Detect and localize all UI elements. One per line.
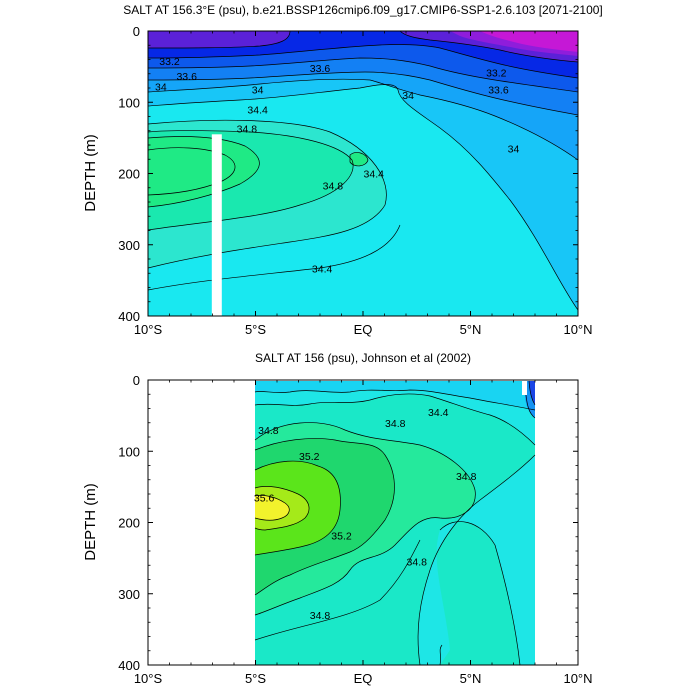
contour-label: 34.8 (237, 124, 258, 136)
panel-2-fills (254, 380, 536, 665)
y-tick-label: 300 (118, 238, 140, 253)
contour-label: 34.8 (407, 557, 428, 569)
fill-level-34.6-east (418, 381, 535, 665)
fill-level-35.8 (255, 495, 290, 521)
contour-label: 34 (252, 84, 264, 96)
fill-level-34.8 (148, 136, 260, 207)
panel-2-contour-lines (254, 380, 536, 665)
x-tick-label: EQ (354, 322, 373, 337)
contour-label: 33.6 (176, 71, 197, 83)
y-tick-label: 0 (133, 24, 140, 39)
y-tick-label: 100 (118, 95, 140, 110)
panel-2-y-axis-label: DEPTH (m) (82, 483, 99, 561)
panel-1-fills (148, 31, 578, 316)
panel-1-y-axis-label: DEPTH (m) (82, 134, 99, 212)
fill-level-32.6 (480, 31, 578, 52)
x-tick-label: 10°N (563, 671, 592, 686)
contour-label: 34 (402, 90, 414, 102)
missing-data-bar (211, 134, 222, 316)
x-tick-label: 5°S (245, 671, 266, 686)
x-tick-label: 5°N (460, 671, 482, 686)
contour-label: 34.8 (385, 418, 406, 430)
contour-label: 34.8 (323, 181, 344, 193)
x-tick-label: 10°N (563, 322, 592, 337)
contour-label: 33.6 (310, 63, 331, 75)
panel-2-title: SALT AT 156 (psu), Johnson et al (2002) (255, 351, 471, 365)
y-tick-label: 100 (118, 444, 140, 459)
contour-label: 34.8 (258, 425, 279, 437)
contour-label: 34.4 (428, 407, 449, 419)
fill-level-33-west (148, 31, 290, 48)
contour-label: 35.6 (254, 493, 275, 505)
contour-label: 35.2 (299, 451, 320, 463)
contour-label: 34 (155, 82, 167, 94)
contour-label: 33.6 (488, 84, 509, 96)
panel-1-title: SALT AT 156.3°E (psu), b.e21.BSSP126cmip… (123, 3, 603, 17)
contour-label: 34 (508, 144, 520, 156)
panel-1-contour-lines (148, 31, 578, 311)
y-tick-label: 0 (133, 373, 140, 388)
contour-label: 34.4 (247, 104, 268, 116)
panel-1-axes: 10°S 5°S EQ 5°N 10°N 0 100 200 300 400 (118, 24, 592, 337)
panel-2-contour-labels: 34.8 34.8 34.4 35.2 34.8 35.6 35.2 34.8 34.8 (254, 407, 477, 622)
contour-label: 33.2 (159, 56, 180, 68)
y-tick-label: 400 (118, 658, 140, 673)
missing-data-cell (522, 381, 527, 395)
contour-label: 34.8 (310, 610, 331, 622)
y-tick-label: 200 (118, 167, 140, 182)
x-tick-label: 10°S (134, 322, 163, 337)
x-tick-label: 5°S (245, 322, 266, 337)
y-tick-label: 200 (118, 516, 140, 531)
x-tick-label: 10°S (134, 671, 163, 686)
x-tick-label: 5°N (460, 322, 482, 337)
contour-label: 35.2 (331, 530, 352, 542)
panel-model: SALT AT 156.3°E (psu), b.e21.BSSP126cmip… (82, 3, 603, 337)
contour-label: 34.8 (456, 471, 477, 483)
panel-2-axes: 10°S 5°S EQ 5°N 10°N 0 100 200 300 400 (118, 373, 592, 686)
contour-label: 33.2 (486, 67, 507, 79)
fill-level-33.6-corner (529, 381, 535, 405)
fill-level-34.8-patch (350, 152, 368, 166)
x-tick-label: EQ (354, 671, 373, 686)
panel-observed: SALT AT 156 (psu), Johnson et al (2002) (82, 351, 593, 686)
fill-level-34.4-top (255, 381, 535, 410)
y-tick-label: 300 (118, 587, 140, 602)
y-tick-label: 400 (118, 309, 140, 324)
panel-1-contour-labels: 33.2 33.6 34 33.6 33.2 33.6 34 34 34.4 34.8 34.4 34… (155, 56, 520, 275)
contour-label: 34.4 (364, 169, 385, 181)
contour-label: 34.4 (312, 263, 333, 275)
